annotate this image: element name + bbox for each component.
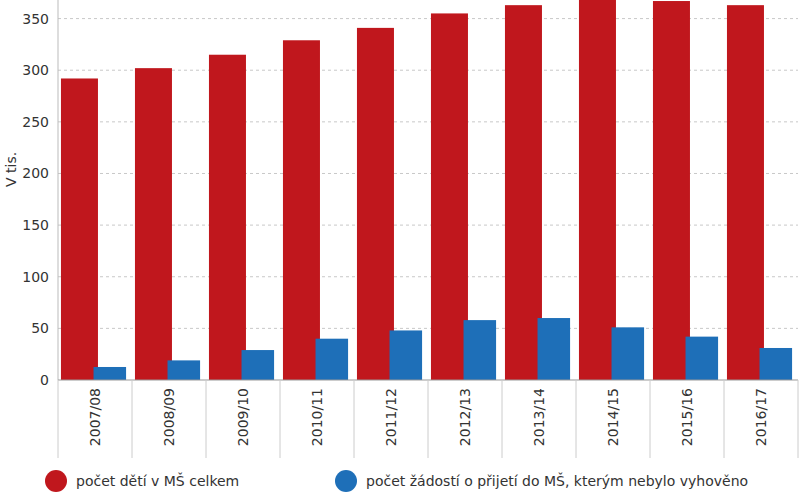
category-separator	[58, 380, 59, 458]
bar	[579, 0, 616, 380]
bar	[612, 327, 645, 380]
category-separator	[428, 380, 429, 458]
y-tick-label: 100	[22, 269, 49, 285]
category-separator	[206, 380, 207, 458]
y-axis-label: V tis.	[3, 152, 19, 187]
bar	[727, 5, 764, 380]
x-tick-label: 2016/17	[753, 388, 769, 446]
bar	[316, 339, 349, 380]
bar	[135, 68, 172, 380]
y-tick-label: 150	[22, 217, 49, 233]
bar	[760, 348, 793, 380]
bar	[209, 55, 246, 380]
category-separator	[798, 380, 799, 458]
x-tick-label: 2010/11	[309, 388, 325, 446]
bar	[686, 337, 719, 380]
legend-swatch	[45, 470, 67, 492]
y-tick-label: 300	[22, 62, 49, 78]
bar	[464, 320, 497, 380]
bar	[94, 367, 127, 380]
y-tick-label: 350	[22, 11, 49, 27]
category-separator	[354, 380, 355, 458]
x-tick-label: 2013/14	[531, 388, 547, 446]
category-separator	[724, 380, 725, 458]
category-separator	[502, 380, 503, 458]
x-tick-label: 2012/13	[457, 388, 473, 446]
bar	[168, 360, 201, 380]
x-tick-label: 2009/10	[235, 388, 251, 446]
y-axis-line	[58, 0, 59, 380]
bar	[390, 330, 423, 380]
category-separator	[576, 380, 577, 458]
bars	[61, 0, 792, 380]
x-tick-label: 2008/09	[161, 388, 177, 446]
legend-label: počet dětí v MŠ celkem	[76, 472, 239, 489]
y-tick-label: 200	[22, 165, 49, 181]
y-tick-label: 0	[40, 372, 49, 388]
x-tick-label: 2011/12	[383, 388, 399, 446]
x-tick-label: 2014/15	[605, 388, 621, 446]
category-separator	[132, 380, 133, 458]
chart-root: 0 50 100 150 200 250 300 350 V tis. 2007/08 2008/0…	[0, 0, 800, 495]
bar	[242, 350, 275, 380]
category-separator	[280, 380, 281, 458]
bar	[653, 1, 690, 380]
bar	[505, 5, 542, 380]
x-tick-label: 2007/08	[87, 388, 103, 446]
bar	[357, 28, 394, 380]
legend-swatch	[335, 470, 357, 492]
bar	[538, 318, 571, 380]
bar	[283, 40, 320, 380]
bar	[431, 13, 468, 380]
x-tick-label: 2015/16	[679, 388, 695, 446]
y-tick-label: 250	[22, 114, 49, 130]
y-tick-label: 50	[31, 320, 49, 336]
category-separator	[650, 380, 651, 458]
chart-svg: 0 50 100 150 200 250 300 350 V tis. 2007/08 2008/0…	[0, 0, 800, 495]
legend-label: počet žádostí o přijetí do MŠ, kterým ne…	[366, 472, 748, 489]
bar	[61, 78, 98, 380]
